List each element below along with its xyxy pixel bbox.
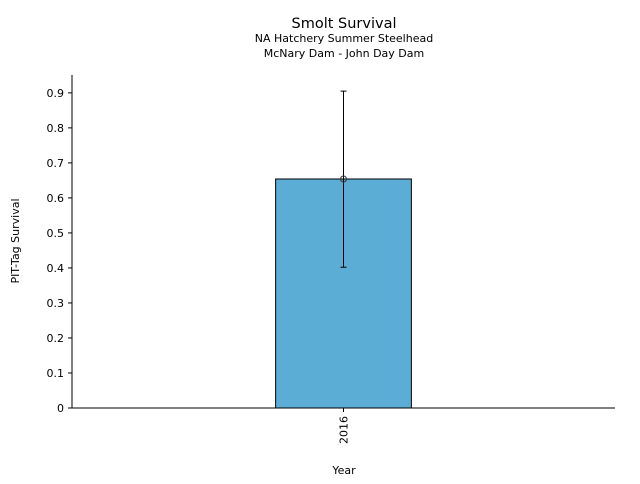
chart-subtitle-1: NA Hatchery Summer Steelhead bbox=[255, 32, 433, 45]
y-tick-label: 0.9 bbox=[47, 87, 65, 100]
y-axis-label: PIT-Tag Survival bbox=[9, 198, 22, 283]
y-tick-label: 0.7 bbox=[47, 157, 65, 170]
y-tick-label: 0.6 bbox=[47, 192, 65, 205]
y-tick-label: 0 bbox=[57, 402, 64, 415]
y-tick-label: 0.1 bbox=[47, 367, 65, 380]
chart-title: Smolt Survival bbox=[292, 16, 397, 32]
x-axis-label: Year bbox=[331, 464, 356, 477]
data-point bbox=[340, 175, 347, 183]
y-tick-label: 0.2 bbox=[47, 332, 65, 345]
x-tick-label: 2016 bbox=[338, 416, 351, 444]
y-tick-label: 0.3 bbox=[47, 297, 65, 310]
chart-subtitle-2: McNary Dam - John Day Dam bbox=[264, 47, 424, 60]
y-tick-label: 0.8 bbox=[47, 122, 65, 135]
y-tick-label: 0.5 bbox=[47, 227, 65, 240]
y-tick-label: 0.4 bbox=[47, 262, 65, 275]
